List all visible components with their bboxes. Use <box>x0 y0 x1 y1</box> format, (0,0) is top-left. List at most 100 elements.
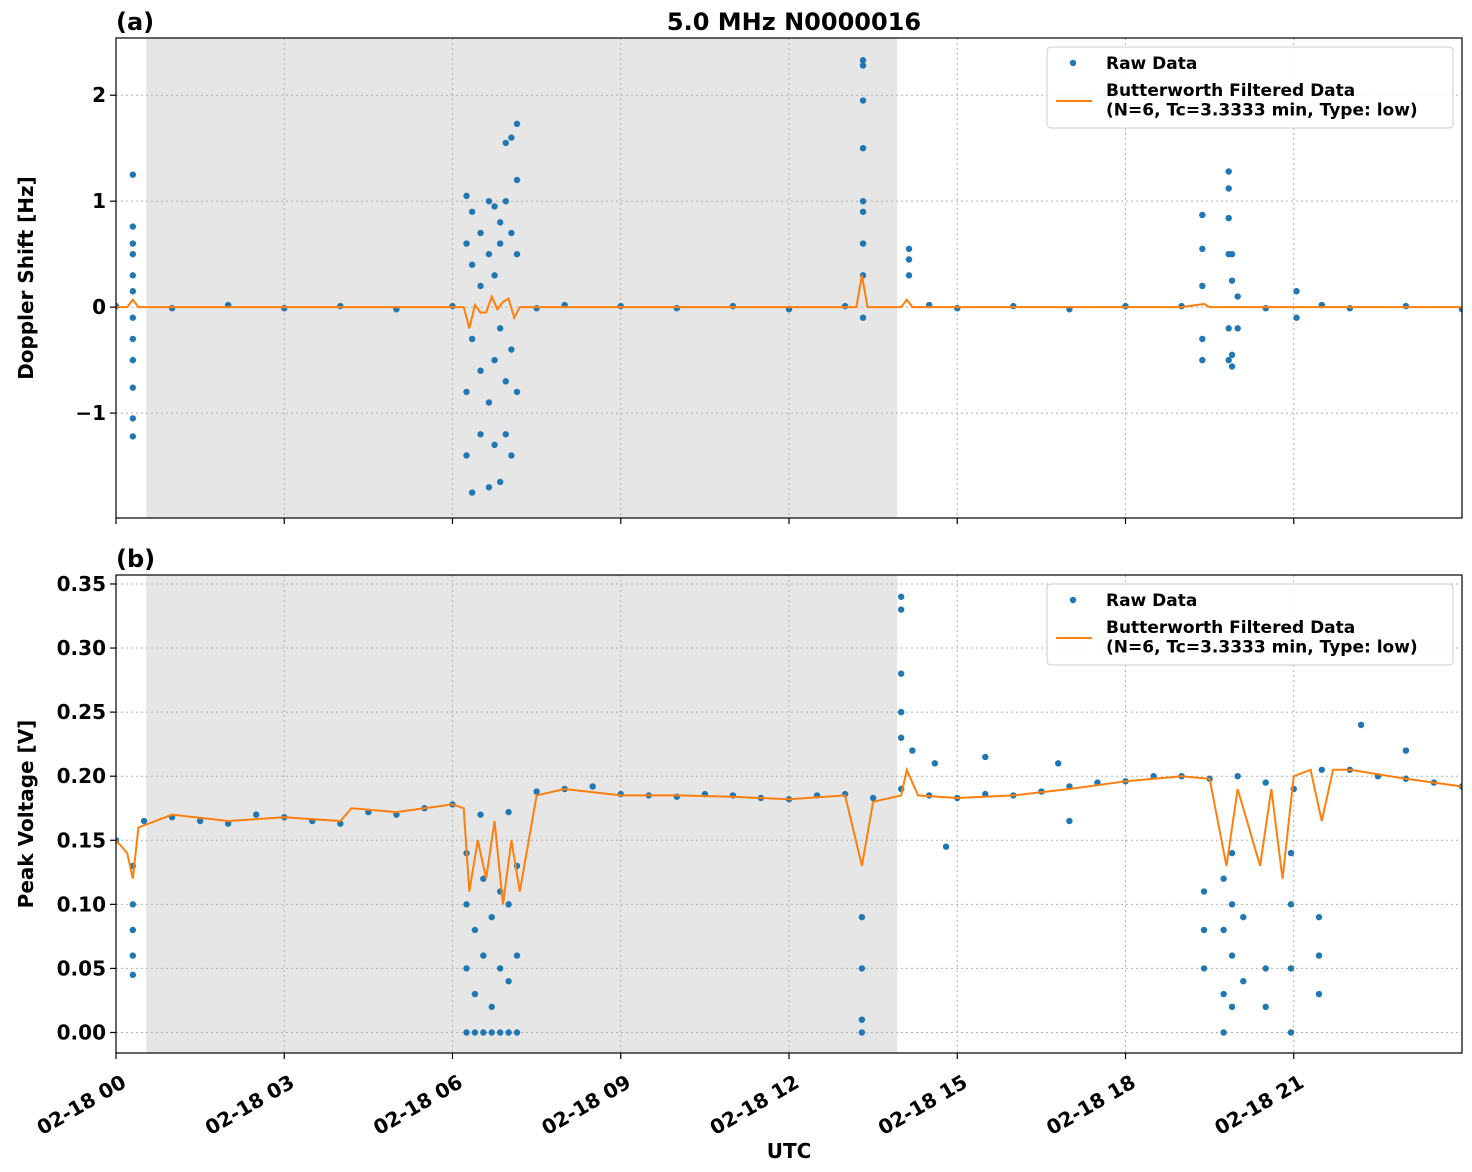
raw-point <box>129 250 137 258</box>
raw-point <box>1287 965 1295 972</box>
panel: −1 0 1 2 (a) 5.0 MHz N0000016 Doppler Shift [H… <box>14 8 1463 524</box>
raw-point <box>1228 952 1236 959</box>
raw-point <box>505 1029 512 1036</box>
y-tick-label: 0.05 <box>57 956 106 980</box>
raw-point <box>1199 356 1206 364</box>
raw-point <box>129 314 137 321</box>
raw-point <box>1220 990 1227 998</box>
raw-point <box>449 302 456 310</box>
raw-point <box>508 229 515 237</box>
raw-point <box>1200 926 1208 934</box>
raw-point <box>337 820 344 827</box>
raw-point <box>1220 926 1227 934</box>
raw-point <box>485 484 493 491</box>
raw-point <box>1122 302 1129 310</box>
x-tick-label: 02-18 00 <box>33 1070 131 1140</box>
raw-point <box>129 223 137 230</box>
raw-point <box>859 240 867 247</box>
raw-point <box>1199 282 1206 290</box>
legend-label: Butterworth Filtered Data (N=6, Tc=3.3333… <box>1106 81 1418 121</box>
raw-point <box>859 62 867 69</box>
raw-point <box>463 1029 470 1036</box>
x-tick-label: 02-18 21 <box>1210 1070 1308 1140</box>
raw-point <box>463 901 470 908</box>
raw-point <box>505 978 512 985</box>
raw-point <box>1228 277 1236 284</box>
raw-point <box>477 367 484 374</box>
raw-point <box>859 57 867 64</box>
raw-point <box>1234 293 1241 300</box>
raw-point <box>897 606 905 613</box>
raw-point <box>463 452 470 459</box>
raw-point <box>1315 990 1323 998</box>
raw-point <box>505 808 512 816</box>
raw-point <box>1262 779 1269 786</box>
raw-point <box>1225 185 1232 192</box>
y-tick-label: 0.15 <box>57 828 106 852</box>
x-tick-label: 02-18 06 <box>369 1070 467 1140</box>
raw-point <box>496 219 504 226</box>
raw-point <box>513 250 521 258</box>
raw-point <box>729 302 737 310</box>
raw-point <box>897 593 905 600</box>
raw-point <box>909 747 916 754</box>
raw-point <box>1199 245 1206 253</box>
raw-point <box>140 817 148 825</box>
raw-point <box>859 144 867 152</box>
raw-point <box>471 990 479 998</box>
raw-point <box>841 302 849 310</box>
raw-point <box>1228 901 1236 908</box>
raw-point <box>480 1029 487 1036</box>
raw-point <box>869 794 877 802</box>
legend-marker <box>1069 596 1077 604</box>
raw-point <box>858 913 866 921</box>
raw-point <box>859 208 867 215</box>
data-area <box>116 57 1462 496</box>
raw-point <box>502 197 509 205</box>
raw-point <box>1220 875 1227 882</box>
raw-point <box>673 304 681 312</box>
raw-point <box>617 302 624 310</box>
panel: 02-18 00 02-18 03 02-18 06 02-18 09 02-18 12… <box>14 545 1463 1163</box>
raw-point <box>471 926 479 934</box>
raw-point <box>253 811 260 818</box>
legend-marker <box>1069 59 1077 67</box>
raw-point <box>491 203 498 210</box>
raw-point <box>513 1029 521 1036</box>
raw-point <box>1240 913 1247 921</box>
raw-point <box>1228 250 1236 258</box>
raw-point <box>496 478 504 486</box>
raw-point <box>496 325 504 332</box>
raw-point <box>1357 721 1365 729</box>
raw-point <box>897 734 905 741</box>
raw-point <box>485 399 493 406</box>
y-tick-label: 0.35 <box>57 572 106 596</box>
y-tick-label: 2 <box>92 83 106 107</box>
legend-box <box>1046 583 1454 666</box>
raw-point <box>508 452 515 459</box>
raw-point <box>1318 766 1325 773</box>
raw-point <box>129 971 137 979</box>
raw-point <box>393 811 400 818</box>
legend-label: Raw Data <box>1106 54 1197 74</box>
raw-point <box>982 753 989 761</box>
legend: Raw Data Butterworth Filtered Data (N=6, T… <box>1046 46 1454 129</box>
raw-point <box>905 272 913 279</box>
legend-box <box>1046 46 1454 129</box>
raw-point <box>477 431 484 438</box>
shaded-region <box>146 575 898 1053</box>
axes-frame <box>115 37 1463 519</box>
raw-point <box>1240 978 1247 985</box>
raw-point <box>1262 304 1269 312</box>
raw-point <box>1010 302 1017 310</box>
raw-point <box>513 388 521 396</box>
raw-point <box>533 304 540 312</box>
raw-point <box>508 346 515 353</box>
raw-point <box>502 139 509 147</box>
raw-point <box>1287 849 1295 857</box>
raw-point <box>1200 965 1208 972</box>
raw-point <box>463 965 470 972</box>
raw-point <box>496 965 504 972</box>
raw-point <box>1225 325 1232 332</box>
